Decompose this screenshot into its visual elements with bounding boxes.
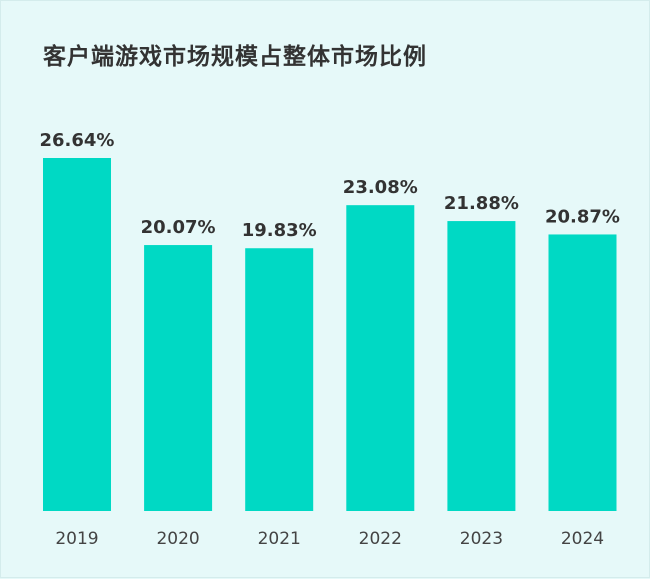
x-tick-label: 2020: [156, 529, 199, 549]
bar-2024: [548, 234, 617, 511]
bar-2020: [144, 245, 213, 511]
data-label-2020: 20.07%: [141, 217, 216, 238]
data-label-2019: 26.64%: [40, 130, 115, 151]
x-tick-label: 2023: [460, 529, 503, 549]
x-tick-label: 2022: [359, 529, 402, 549]
bar-2019: [43, 158, 111, 511]
x-tick-label: 2024: [561, 529, 604, 549]
x-tick-label: 2021: [258, 529, 301, 549]
data-label-2021: 19.83%: [242, 220, 317, 241]
data-label-2022: 23.08%: [343, 177, 418, 198]
bar-2023: [447, 221, 516, 511]
x-tick-label: 2019: [55, 529, 98, 549]
bar-2021: [245, 248, 314, 511]
chart-title: 客户端游戏市场规模占整体市场比例: [43, 44, 427, 70]
data-label-2023: 21.88%: [444, 193, 519, 214]
data-label-2024: 20.87%: [545, 206, 620, 227]
bar-2022: [346, 205, 415, 511]
